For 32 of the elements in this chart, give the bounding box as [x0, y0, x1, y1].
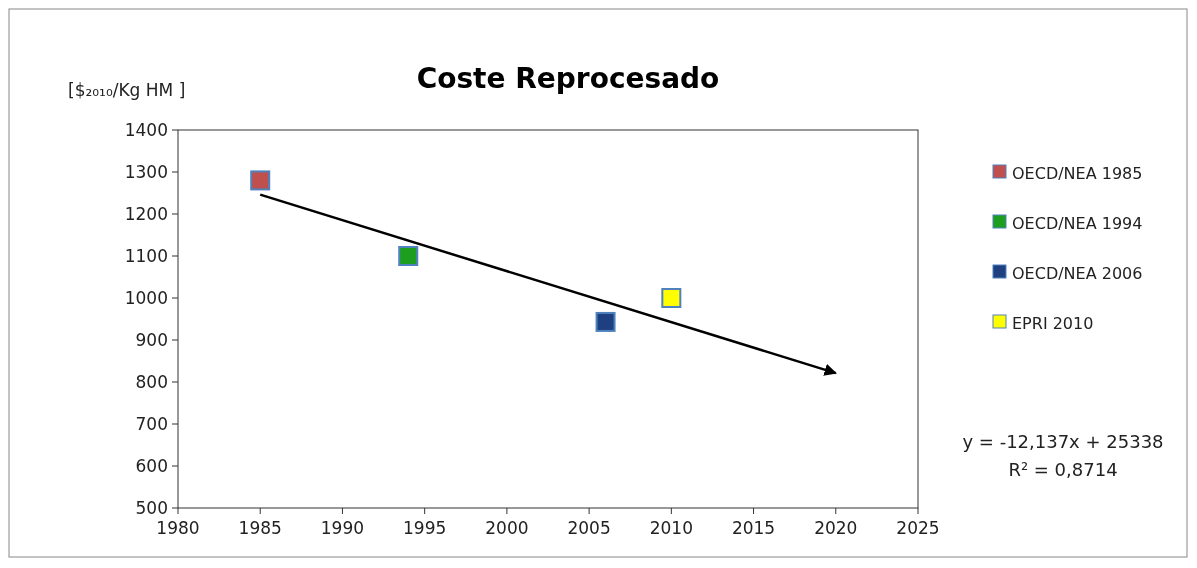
text: y = -12,137x + 25338	[962, 431, 1164, 452]
x-tick-label: 2005	[567, 518, 611, 538]
x-tick-label: 2025	[896, 518, 940, 538]
y-axis-title: [$₂₀₁₀/Kg HM ]	[68, 80, 186, 100]
y-tick-label: 1000	[124, 287, 168, 308]
legend-label: OECD/NEA 1994	[1012, 213, 1143, 233]
x-tick-label: 2000	[485, 518, 529, 538]
y-tick-label: 800	[135, 371, 168, 392]
y-tick-label: 1100	[124, 245, 168, 266]
point	[595, 311, 616, 332]
x-tick-label: 2015	[731, 518, 776, 538]
x-tick-label: 1980	[156, 518, 200, 538]
y-tick-label: 1300	[124, 161, 168, 182]
point	[250, 170, 271, 191]
y-tick-label: 700	[135, 413, 168, 434]
point	[398, 246, 419, 266]
y-tick-label: 1200	[124, 203, 168, 224]
legend-label: EPRI 2010	[1012, 313, 1094, 333]
x-tick-label: 1985	[238, 518, 282, 538]
x-tick-label: 2020	[814, 518, 858, 538]
chart-title: Coste Reprocesado	[416, 62, 720, 95]
y-tick-label: 500	[135, 497, 168, 518]
y-tick-label: 900	[135, 329, 168, 350]
text: R² = 0,8714	[1008, 459, 1118, 480]
point	[661, 288, 682, 308]
x-tick-label: 1995	[403, 518, 447, 538]
x-tick-label: 2010	[649, 518, 693, 538]
x-tick-label: 1990	[320, 518, 365, 538]
y-tick-label: 1400	[124, 119, 168, 140]
y-tick-label: 600	[135, 455, 168, 476]
legend-label: OECD/NEA 2006	[1012, 263, 1143, 283]
legend-label: OECD/NEA 1985	[1012, 163, 1143, 183]
